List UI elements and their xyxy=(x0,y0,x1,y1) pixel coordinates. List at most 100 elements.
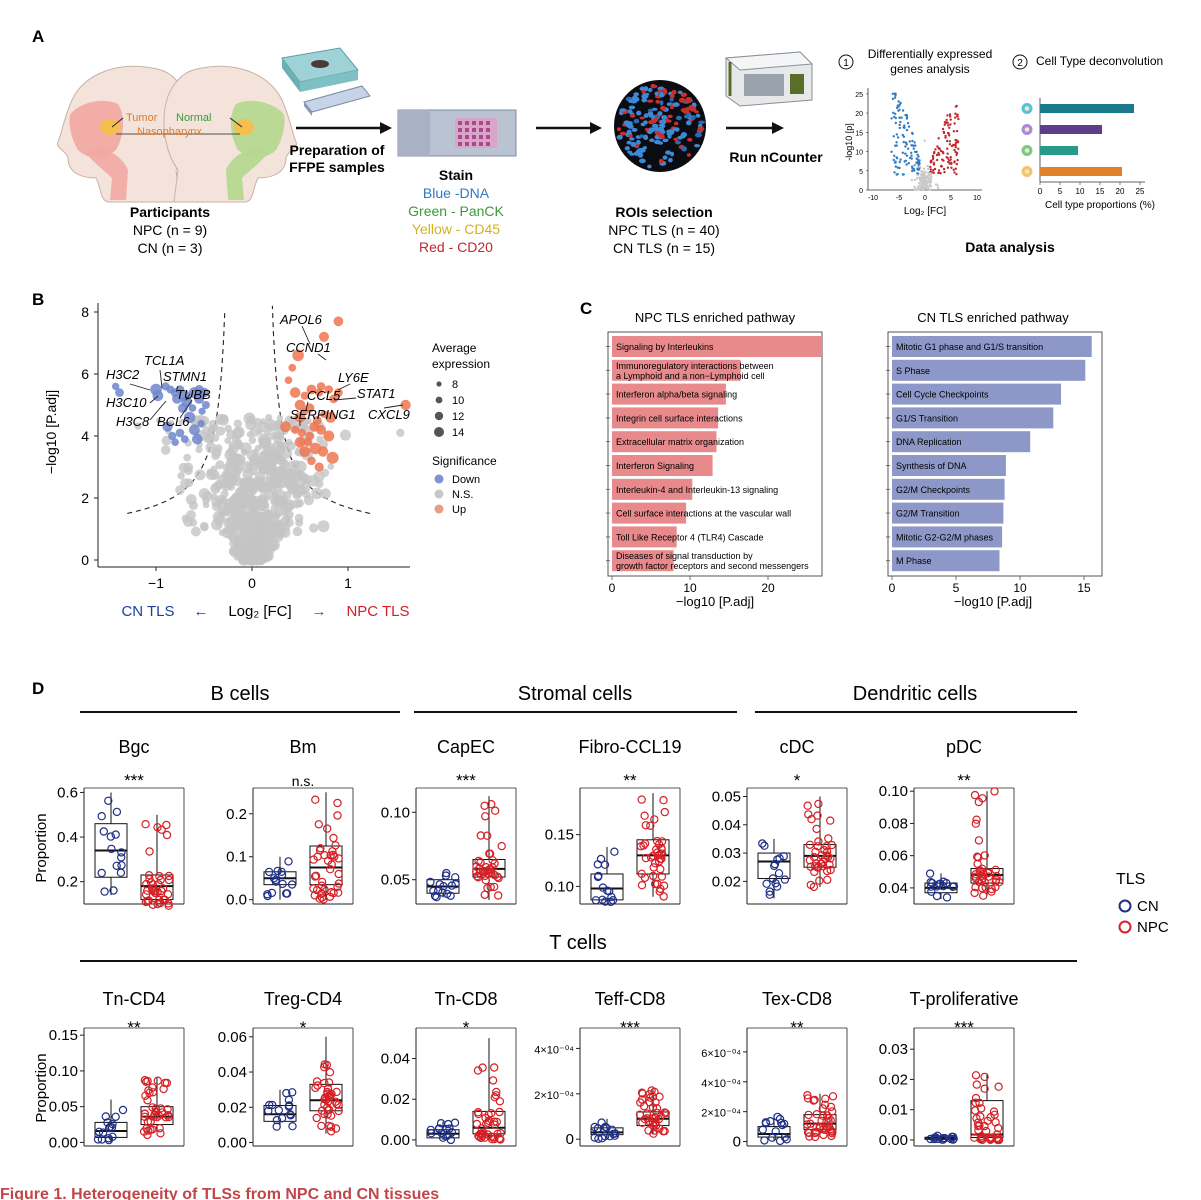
volcano-point-ns xyxy=(224,449,236,462)
volcano-point-ns xyxy=(396,428,405,437)
mini-volcano-point xyxy=(929,168,932,171)
stain-line-2: Green - PanCK xyxy=(408,203,504,219)
boxplot-panel: Tn-CD8 * 0.00 0.02 0.04 xyxy=(381,989,517,1149)
mini-volcano-ytick-label: 25 xyxy=(855,92,863,99)
datapoint-cn xyxy=(112,861,121,871)
mini-volcano-point xyxy=(907,147,910,150)
volcano-ytick-label: 2 xyxy=(81,490,89,506)
datapoint-cn xyxy=(274,1105,283,1115)
datapoint-cn xyxy=(435,1124,444,1134)
datapoint-cn xyxy=(607,1125,617,1135)
mini-volcano-point xyxy=(902,126,905,129)
datapoint-cn xyxy=(108,1132,117,1142)
datapoint-npc xyxy=(656,1111,666,1121)
volcano-point-ns xyxy=(234,438,242,446)
boxplot-panel: pDC ** 0.04 0.06 0.08 0.10 xyxy=(879,737,1015,905)
gene-leader xyxy=(149,395,159,404)
datapoint-npc xyxy=(646,853,656,862)
volcano-point-down xyxy=(180,435,189,443)
datapoint-npc xyxy=(970,1106,980,1115)
mini-volcano-point xyxy=(947,160,950,164)
volcano-xtick-label: 0 xyxy=(248,575,256,591)
datapoint-npc xyxy=(822,1117,831,1127)
datapoint-cn xyxy=(104,1134,113,1143)
mini-volcano-point xyxy=(925,186,928,189)
mini-volcano-point xyxy=(916,172,919,175)
roi-cell xyxy=(687,137,693,142)
boxplot-ytick-label: 0.04 xyxy=(218,1064,247,1081)
roi-cell xyxy=(636,110,642,116)
datapoint-npc xyxy=(973,1118,983,1127)
volcano-point-ns xyxy=(202,501,210,509)
pathway-label: Immunoregulatory interactions between xyxy=(616,361,774,371)
mini-volcano-point xyxy=(955,139,958,142)
mini-volcano-plot: 25 20 15 10 5 0 -10 -5 0 5 10 xyxy=(855,88,982,202)
datapoint-npc xyxy=(992,875,1001,884)
datapoint-cn xyxy=(949,882,959,891)
roi-cell xyxy=(628,121,633,126)
datapoint-npc xyxy=(478,1063,487,1072)
participants-npc: NPC (n = 9) xyxy=(133,222,207,238)
pathway-label: Interferon Signaling xyxy=(616,461,694,471)
datapoint-npc xyxy=(313,1081,322,1090)
volcano-point-ns xyxy=(195,446,203,454)
datapoint-cn xyxy=(263,890,272,899)
volcano-point-down xyxy=(199,387,209,398)
datapoint-cn xyxy=(442,868,451,878)
roi-cell xyxy=(636,139,641,145)
datapoint-cn xyxy=(105,1122,115,1131)
datapoint-cn xyxy=(768,874,778,883)
boxplot-ytick-label: 0 xyxy=(733,1134,741,1151)
datapoint-npc xyxy=(980,1072,989,1082)
datapoint-cn xyxy=(598,895,607,905)
datapoint-cn xyxy=(93,1135,103,1144)
mini-volcano-point xyxy=(907,162,910,165)
roi-cell xyxy=(685,98,692,104)
mini-volcano-point xyxy=(890,150,893,153)
size-legend-dot xyxy=(436,381,442,387)
legend-cn-marker xyxy=(1118,899,1132,913)
mini-volcano-point xyxy=(952,168,955,171)
datapoint-npc xyxy=(812,1123,821,1132)
datapoint-npc xyxy=(495,1097,505,1106)
datapoint-npc xyxy=(989,1107,999,1116)
mini-volcano-point xyxy=(956,141,960,144)
datapoint-cn xyxy=(117,848,126,857)
mini-volcano-point xyxy=(917,167,921,170)
mini-volcano-point xyxy=(953,171,956,174)
datapoint-cn xyxy=(284,1102,294,1111)
datapoint-npc xyxy=(488,1076,498,1085)
pathway-label: DNA Replication xyxy=(896,437,962,447)
mini-volcano-point xyxy=(937,137,940,140)
npc-pathway-xlabel: −log10 [P.adj] xyxy=(676,594,754,609)
mini-bars-xlabel: Cell type proportions (%) xyxy=(1045,200,1155,211)
roi-cell xyxy=(681,146,687,152)
datapoint-npc xyxy=(487,1134,497,1144)
mini-volcano-point xyxy=(898,126,901,130)
gene-leader xyxy=(337,383,351,391)
volcano-point-up xyxy=(306,384,317,395)
volcano-point-ns xyxy=(225,518,233,526)
datapoint-npc xyxy=(141,820,150,829)
mini-volcano-point xyxy=(900,116,903,119)
datapoint-npc xyxy=(803,801,812,810)
datapoint-cn xyxy=(775,1114,785,1124)
mini-volcano-point xyxy=(918,181,921,185)
step1-circle xyxy=(838,54,854,70)
mini-volcano-point xyxy=(928,177,931,180)
mini-volcano-point xyxy=(916,153,919,156)
roi-cell xyxy=(626,129,632,134)
mini-volcano-point xyxy=(901,173,905,176)
step1-num: 1 xyxy=(843,58,849,69)
mini-volcano-point xyxy=(894,116,897,120)
volcano-point-ns xyxy=(294,513,304,523)
ncounter-machine-icon xyxy=(724,51,814,107)
mini-volcano-xtick-label: 5 xyxy=(949,195,953,202)
mini-volcano-point xyxy=(901,109,905,112)
mini-volcano-point xyxy=(936,145,939,148)
significance-label: ** xyxy=(127,1018,141,1037)
volcano-point-ns xyxy=(234,508,245,520)
datapoint-npc xyxy=(323,1084,333,1093)
volcano-point-up xyxy=(316,424,327,435)
volcano-point-ns xyxy=(293,469,302,477)
